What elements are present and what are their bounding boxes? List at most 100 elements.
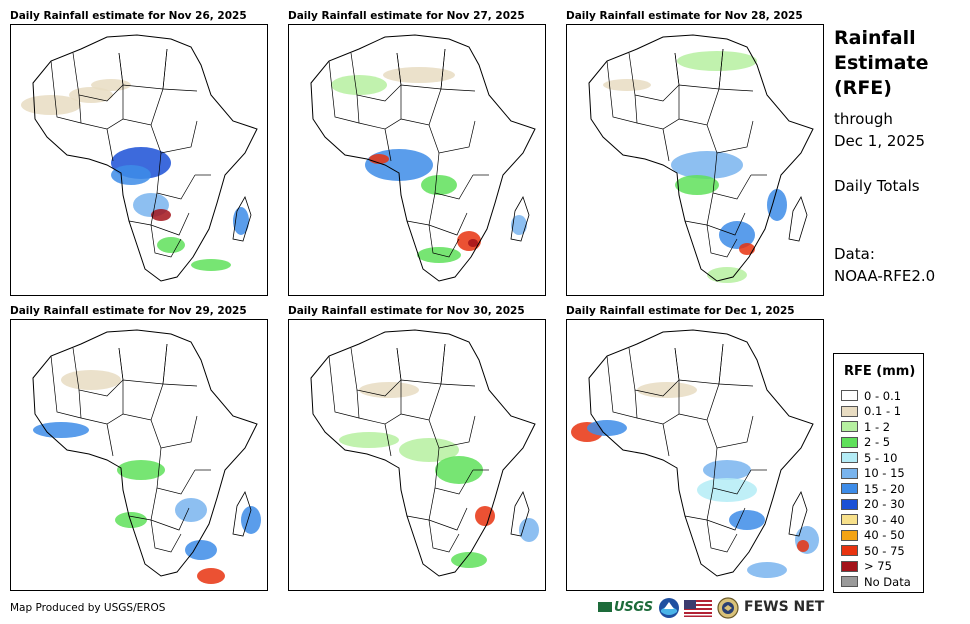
country-border [122, 383, 164, 421]
country-border [434, 447, 474, 495]
legend-item: 40 - 50 [841, 528, 905, 543]
legend-swatch [841, 529, 858, 541]
legend-item: 15 - 20 [841, 481, 905, 496]
country-border [712, 447, 752, 495]
country-border [434, 152, 474, 200]
legend-label: 2 - 5 [864, 435, 891, 449]
usgs-logo: USGS [598, 600, 653, 615]
legend-item: 2 - 5 [841, 435, 890, 450]
country-border [150, 192, 190, 236]
rainfall-area [451, 552, 487, 568]
madagascar-outline [788, 491, 808, 537]
rainfall-area [383, 67, 455, 83]
rainfall-map-1 [10, 24, 268, 296]
country-border [706, 120, 754, 154]
country-border [674, 343, 724, 385]
rainfall-area [417, 247, 461, 263]
rainfall-area [677, 51, 757, 71]
rainfall-area [91, 79, 131, 91]
country-border [150, 415, 198, 449]
legend-item: 30 - 40 [841, 512, 905, 527]
country-border [118, 343, 168, 385]
country-border [706, 224, 738, 258]
rainfall-area [21, 95, 81, 115]
legend-item: 1 - 2 [841, 419, 890, 434]
country-border [684, 515, 708, 521]
usgs-logo-icon [598, 602, 612, 612]
country-border [706, 487, 746, 531]
rainfall-area [33, 422, 89, 438]
country-border [156, 447, 196, 495]
legend-swatch [841, 483, 858, 494]
rainfall-area [739, 243, 755, 255]
country-border [428, 519, 460, 553]
country-border [106, 128, 114, 162]
map-graphic [588, 34, 814, 283]
rainfall-area [111, 165, 151, 185]
rainfall-area [747, 562, 787, 578]
side-title-line-3: (RFE) [834, 77, 892, 99]
legend-swatch [841, 421, 858, 432]
legend-label: 50 - 75 [864, 543, 905, 558]
side-totals: Daily Totals [834, 177, 920, 195]
country-border [606, 60, 638, 124]
country-border [606, 355, 638, 419]
legend-item: 50 - 75 [841, 543, 905, 558]
africa-outline [588, 34, 814, 282]
side-title: Rainfall Estimate (RFE) [834, 26, 964, 101]
side-through: through [834, 110, 893, 128]
country-border [128, 515, 152, 521]
legend-swatch [841, 405, 858, 417]
legend-swatch [841, 467, 858, 479]
map-graphic [310, 329, 539, 577]
country-border [384, 423, 392, 457]
country-border [712, 152, 752, 200]
legend-label: 0.1 - 1 [864, 404, 902, 418]
rainfall-area [157, 237, 185, 253]
rainfall-area [729, 510, 765, 530]
rainfall-area [115, 512, 147, 528]
country-border [428, 224, 460, 258]
rainfall-area [151, 209, 171, 221]
rainfall-area [359, 382, 419, 398]
map-graphic [32, 329, 261, 584]
rainfall-area [587, 420, 627, 436]
country-border [636, 380, 680, 425]
fews-net-logo: FEWS NET [744, 599, 825, 615]
rainfall-area [61, 370, 121, 390]
side-date: Dec 1, 2025 [834, 132, 926, 150]
legend-swatch [841, 545, 858, 556]
country-border [428, 120, 476, 154]
madagascar-outline [788, 196, 808, 242]
country-border [706, 519, 738, 553]
legend-item: 20 - 30 [841, 497, 905, 512]
legend-label: 1 - 2 [864, 419, 891, 434]
legend-swatch [841, 452, 858, 463]
country-border [358, 380, 402, 425]
country-border [50, 355, 82, 419]
rainfall-area [707, 267, 747, 283]
legend-swatch [841, 576, 858, 587]
panel-title-4: Daily Rainfall estimate for Nov 29, 2025 [10, 305, 247, 317]
rainfall-area [603, 79, 651, 91]
country-border [718, 343, 754, 387]
country-border [80, 380, 124, 425]
africa-outline [310, 34, 536, 282]
legend-label: 0 - 0.1 [864, 388, 902, 403]
rainfall-area [399, 438, 459, 462]
country-border [328, 60, 360, 124]
country-border [150, 487, 190, 531]
africa-outline [32, 34, 258, 282]
legend-swatch [841, 436, 858, 448]
rainfall-area [697, 478, 757, 502]
rainfall-map-2 [288, 24, 546, 296]
country-border [122, 88, 164, 126]
country-border [406, 220, 430, 226]
country-border [706, 415, 754, 449]
rainfall-area [117, 460, 165, 480]
rainfall-area [331, 75, 387, 95]
rainfall-area [185, 540, 217, 560]
africa-outline [310, 329, 536, 577]
credit-text: Map Produced by USGS/EROS [10, 602, 166, 614]
country-border [636, 85, 680, 130]
